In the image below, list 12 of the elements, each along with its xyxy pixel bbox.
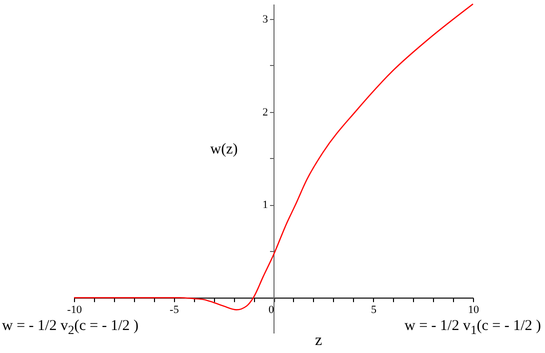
y-tick-label: 2 [262,106,268,118]
y-axis-title: w(z) [210,142,238,158]
x-tick-label: -5 [170,304,180,316]
x-axis-title: z [314,332,322,350]
x-tick-label: 0 [268,304,274,316]
x-tick-label: -10 [67,304,82,316]
y-tick-label: 3 [262,13,268,26]
annotation: w = - 1/2 v$_{1}$(c = - 1/2 ) [404,318,541,338]
annotation: w = - 1/2 v$_{2}$(c = - 1/2 ) [2,318,138,338]
x-tick-label: 10 [468,304,480,316]
y-tick-label: 1 [262,199,268,212]
x-tick-label: 5 [371,304,377,316]
